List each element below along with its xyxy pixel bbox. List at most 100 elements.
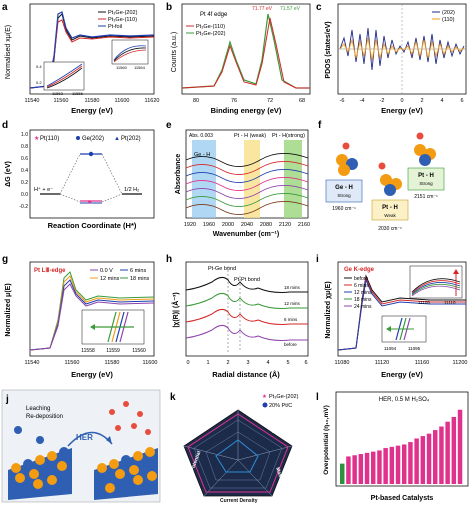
legend-label: Ge(202) [82,136,104,142]
card-label: Pt - H [418,173,434,179]
legend-label: 0.0 V [100,268,113,274]
bar [414,438,419,484]
bar [358,454,364,484]
panel-c-xtick: 0 [400,98,403,104]
panel-h-xtick: 2 [226,360,229,366]
panel-l-xlabel: Pt-based Catalysts [371,495,434,502]
panel-c-xtick: -2 [380,98,385,104]
panel-h: h |χ(R)| (Å⁻³) Radial distance (Å) 0 1 2… [166,254,309,379]
panel-e-abs: Abs. 0.003 [189,133,213,139]
card-sub: Strong [419,181,433,186]
legend-label: Pt₃Ge-(110) [196,24,225,30]
bar [445,421,450,484]
inset-tick: 11553 [52,91,64,96]
panel-a-xlabel: Energy (eV) [71,106,113,115]
panel-l-ylabel: Overpotential (η₁₀,mV) [323,405,330,475]
bar [371,451,376,484]
panel-a-xtick: 11540 [25,98,40,104]
panel-letter-k: k [170,392,176,403]
panel-d-ytick: 0.8 [21,144,28,150]
bar [364,452,370,484]
inset-tick: 0.2 [36,80,42,85]
panel-e-band3: Ge - H [194,152,210,158]
inset-tick: 11560 [132,348,146,354]
panel-i-xtick: 11120 [375,360,389,366]
panel-j: j Leaching Re-deposition HER [1,389,161,503]
bar-series [340,409,463,484]
bar-plot-frame [335,391,469,487]
panel-b-title: Pt 4f edge [200,12,228,18]
svg-text:★: ★ [34,135,39,142]
panel-b-xtick: 68 [299,98,305,104]
panel-a-ylabel: Normalised xμ(E) [5,25,12,79]
card-freq: 2030 cm⁻¹ [378,226,402,232]
panel-h-ylabel: |χ(R)| (Å⁻³) [171,292,180,327]
panel-h-label2: Pt-Pt bond [234,277,260,283]
panel-e-xtick: 2040 [241,222,253,228]
legend-label: 20% Pt/C [269,403,292,409]
panel-letter-d: d [2,120,8,131]
bar [340,463,345,484]
panel-letter-a: a [2,2,8,13]
panel-j-arrow: HER [76,433,93,442]
panel-c-xtick: -6 [340,98,345,104]
panel-d-ytick: 1.0 [21,132,28,138]
panel-a-xtick: 11580 [85,98,100,104]
radar-axis-label: Current Density [220,498,258,504]
panel-b: b Counts (a.u.) Binding energy (eV) 80 7… [166,2,311,115]
atom-cluster [336,132,436,196]
panel-c: c PDOS (states/eV) Energy (eV) -6 -4 -2 … [316,2,467,115]
panel-i-xtick: 11080 [335,360,350,366]
legend-label: 18 mins [354,297,372,303]
panel-a-xtick: 11600 [115,98,130,104]
bar [426,433,432,484]
slab-right [94,401,158,500]
panel-l: l HER, 0.5 M H₂SO₄ Overpotential (η₁₀,mV… [316,391,469,502]
bar [420,436,426,484]
curve-label: before [284,342,297,347]
card-label: Ge - H [335,185,353,191]
bar [402,444,407,484]
panel-e-xtick: 1960 [203,222,215,228]
svg-text:★: ★ [87,199,92,206]
panel-letter-c: c [316,2,322,13]
bar [408,442,413,484]
inset-tick: 11564 [134,65,146,70]
card-label: Pt - H [382,205,398,211]
legend-label: Pt₃Ge-(202) [108,10,138,16]
bar [377,450,382,484]
panel-j-leach: Leaching [26,406,50,412]
panel-h-xtick: 5 [286,360,289,366]
legend-label: (202) [442,10,455,16]
legend-label: 6 mins [354,283,369,289]
inset-tick: 11556 [72,91,84,96]
panel-d-ylabel: ΔG (eV) [5,161,12,187]
legend-label: Pt(110) [40,136,59,142]
panel-b-ylabel: Counts (a.u.) [171,32,178,72]
panel-k: k ★ Pt₃Ge-(202) 20% Pt/C Stability Durab… [170,392,299,504]
svg-text:★: ★ [262,393,267,400]
panel-i-edge: Ge K-edge [344,267,375,273]
panel-h-xtick: 6 [304,360,307,366]
inset-tick: 11105 [418,300,430,305]
panel-e-ylabel: Absorbance [175,154,182,195]
panel-h-xtick: 1 [206,360,209,366]
panel-d-left: H⁺ + e⁻ [34,186,53,193]
panel-f: f Ge - H Strong 1960 cm⁻¹ Pt - H Strong … [318,120,445,232]
bar [389,446,395,484]
panel-i-xlabel: Energy (eV) [381,370,423,379]
panel-d-xlabel: Reaction Coordinate (H*) [48,221,137,230]
card-sub: Strong [337,193,351,198]
legend-label: Pt-foil [108,24,122,30]
panel-c-xlabel: Energy (eV) [381,106,423,115]
panel-e-xlabel: Wavenumber (cm⁻¹) [213,231,279,238]
panel-c-ylabel: PDOS (states/eV) [325,21,332,78]
panel-letter-h: h [166,254,172,265]
panel-l-title: HER, 0.5 M H₂SO₄ [379,397,430,403]
card-freq: 1960 cm⁻¹ [332,206,356,212]
inset-tick: 11095 [408,346,421,351]
legend-label: 24 mins [354,304,372,310]
inset-tick: 0.4 [36,64,42,69]
panel-letter-j: j [5,394,9,405]
inset-tick: 11559 [106,348,120,354]
